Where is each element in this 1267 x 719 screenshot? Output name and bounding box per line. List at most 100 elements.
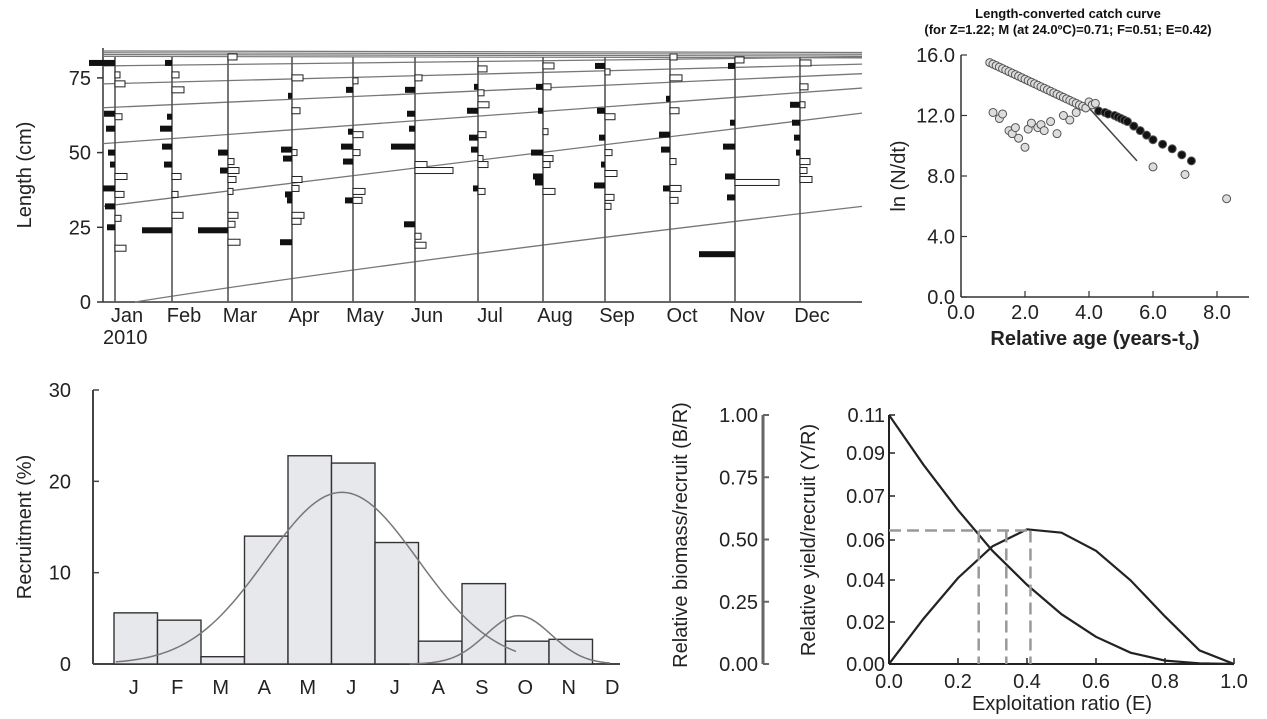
histogram-bar [291,175,303,183]
histogram-bar [799,158,811,166]
data-point [1026,118,1036,128]
panel-catch-curve: Length-converted catch curve(for Z=1.22;… [888,6,1249,353]
growth-curve [102,50,863,54]
histogram-bar [171,71,180,79]
y-tick-label: 10 [49,563,71,585]
histogram-bar [227,211,239,219]
histogram-bar [167,113,172,120]
y-tick-label: 0.04 [846,570,885,592]
histogram-bar [106,125,115,132]
histogram-bar [227,175,237,183]
histogram-bar [663,185,670,192]
y-tick-label: 0.02 [846,612,885,634]
histogram-bar [533,173,543,180]
histogram-bar [105,203,115,210]
data-point [1129,121,1139,131]
growth-curve [134,205,863,303]
histogram-bar [404,221,415,228]
histogram-bar [346,86,353,93]
histogram-bar [405,86,415,93]
panel-recruitment: 0 10 20 30 Recruitment (%) J F M A M J J A S O N D [14,380,620,699]
y-tick-label: 30 [49,380,71,402]
curve [888,528,1235,666]
curve [888,414,1235,666]
histogram-bar [477,65,488,73]
y-tick-label: 75 [69,68,91,90]
bar [504,640,550,665]
histogram-bar [414,74,423,82]
histogram-bar [796,149,800,156]
x-tick-label: 0.0 [947,302,975,324]
left-tick-label: 0.50 [719,530,758,552]
x-tick-label: F [171,677,183,699]
bar [200,655,246,665]
x-tick-label: 0.0 [875,671,903,693]
histogram-bar [728,62,735,69]
histogram-bar [345,197,353,204]
histogram-bar [287,197,292,204]
histogram-bar [291,211,305,219]
year-label: 2010 [103,327,148,349]
month-label: Mar [223,305,258,327]
histogram-bar [114,190,125,198]
data-point [1065,115,1075,125]
histogram-bar [601,161,605,168]
data-point [1142,130,1152,140]
x-tick-label: 0.8 [1151,671,1179,693]
histogram-bar [227,238,241,246]
histogram-bar [471,146,478,153]
histogram-bar [730,119,735,126]
month-label: Oct [666,305,698,327]
histogram-bar [89,59,115,66]
histogram-bar [291,184,300,192]
histogram-bar [799,59,812,67]
histogram-bar [114,71,121,79]
histogram-bar [352,77,359,85]
histogram-bar [477,101,490,109]
x-tick-label: J [390,677,400,699]
x-tick-label: A [258,677,272,699]
histogram-bar [160,125,172,132]
histogram-bar [114,172,128,180]
histogram-bar [348,128,353,135]
x-tick-label: J [129,677,139,699]
histogram-bar [542,187,556,195]
month-label: Sep [599,305,635,327]
data-point [1148,162,1158,172]
data-point [1039,126,1049,136]
histogram-bar [291,74,304,82]
histogram-bar [171,86,185,94]
y-tick-label: 0.0 [927,287,955,309]
histogram-bar [114,244,127,252]
histogram-bar [669,74,683,82]
histogram-bar [542,128,549,136]
histogram-bar [285,191,292,198]
histogram-bar [536,83,543,90]
y-tick-label: 50 [69,143,91,165]
data-point [988,107,998,117]
data-point [1158,139,1168,149]
histogram-bar [114,113,123,121]
histogram-bar [477,161,489,169]
histogram-bar [659,131,670,138]
y-tick-label: 0.00 [846,654,885,676]
data-point [1071,107,1081,117]
histogram-bar [198,227,228,234]
panel-length-frequency: 0 25 50 75 Length (cm) Jan Feb Mar Apr May Jun Jul A… [14,48,863,349]
y-tick-label: 0.09 [846,443,885,465]
x-tick-label: 0.4 [1013,671,1041,693]
histogram-bar [604,193,615,201]
histogram-bar [535,179,543,186]
histogram-bar [594,182,605,189]
bar [287,455,333,665]
x-tick-label: 6.0 [1139,302,1167,324]
histogram-bar [604,113,616,121]
histogram-bar [477,131,487,139]
histogram-bar [790,101,800,108]
data-point [1014,133,1024,143]
histogram-bar [227,187,234,195]
histogram-bar [666,95,670,102]
histogram-bar [409,125,415,132]
panel-yield-per-recruit: 0.00 0.25 0.50 0.75 1.00 Relative biomass/rec… [670,402,1248,715]
